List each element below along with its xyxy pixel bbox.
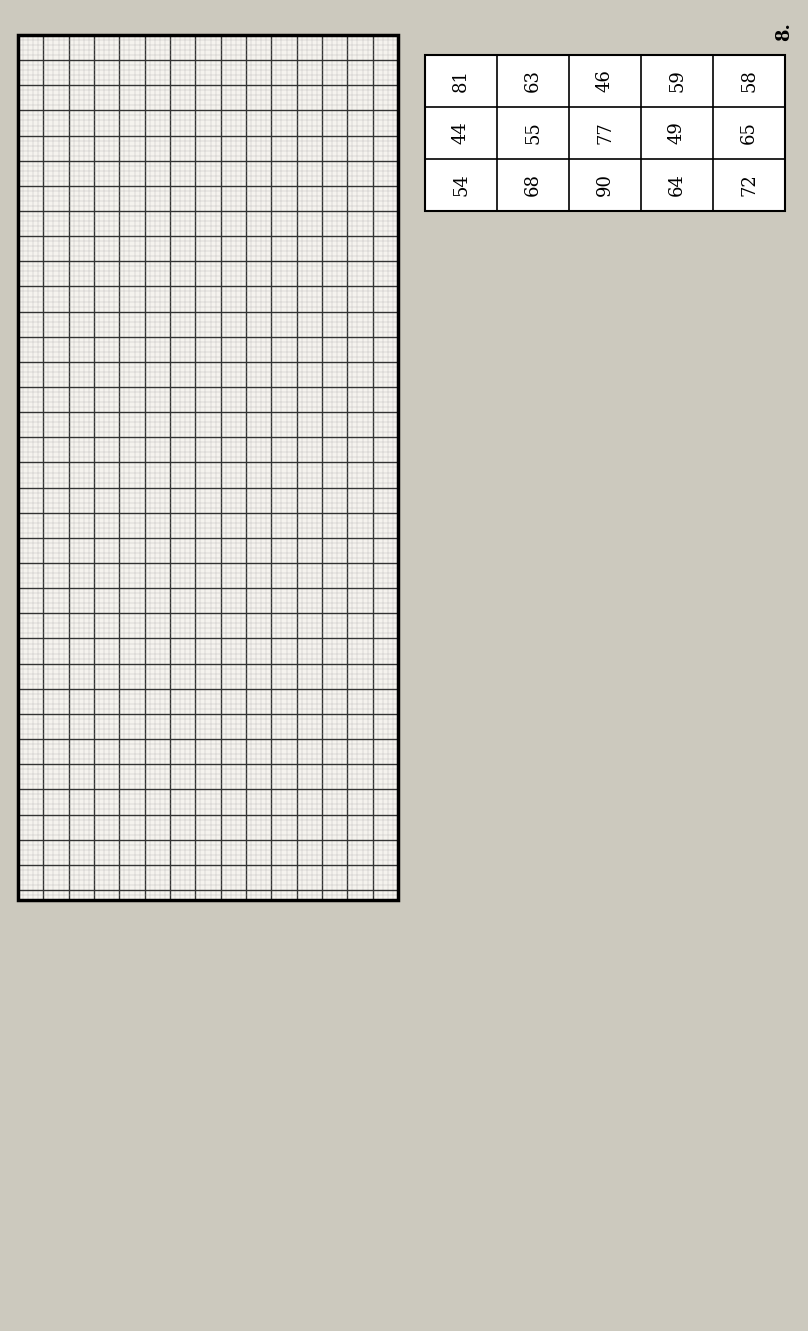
Text: 58: 58	[740, 69, 758, 92]
Text: 90: 90	[596, 173, 614, 197]
Text: 46: 46	[596, 69, 614, 92]
Text: 59: 59	[668, 69, 686, 92]
Text: 8.: 8.	[775, 23, 793, 41]
Bar	[425, 55, 785, 212]
Text: 77: 77	[596, 121, 614, 144]
Text: 49: 49	[668, 121, 686, 145]
Text: 68: 68	[524, 173, 542, 197]
Bar	[18, 35, 398, 900]
Text: 63: 63	[524, 69, 542, 92]
Bar	[18, 35, 398, 900]
Text: 55: 55	[524, 121, 542, 144]
Text: 64: 64	[668, 173, 686, 197]
Text: 72: 72	[740, 173, 758, 197]
Text: 65: 65	[740, 121, 758, 145]
Text: 81: 81	[452, 69, 470, 92]
Text: 54: 54	[452, 173, 470, 197]
Text: 44: 44	[452, 121, 470, 144]
